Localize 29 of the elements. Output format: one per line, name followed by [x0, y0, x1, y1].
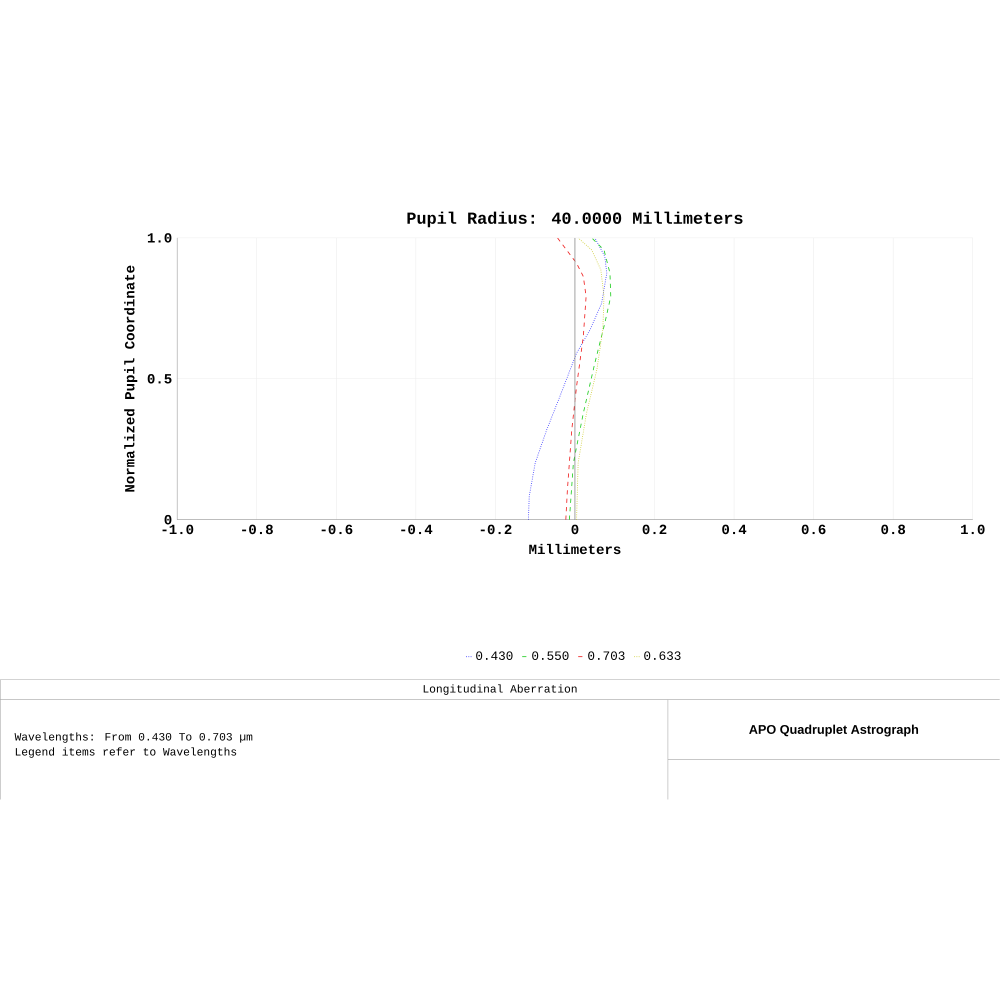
legend-label: 0.633 — [644, 651, 681, 660]
y-tick-label: 0.5 — [148, 374, 172, 384]
x-tick-label: 0.6 — [802, 524, 826, 534]
x-tick-label: -0.4 — [401, 524, 432, 534]
x-tick-label: 0.4 — [722, 524, 746, 534]
x-tick-label: -0.8 — [242, 524, 273, 534]
y-tick-label: 1.0 — [148, 232, 172, 242]
text: Legend items refer to Wavelengths — [16, 747, 236, 758]
text: Longitudinal Aberration — [424, 684, 577, 695]
x-tick-label: -1.0 — [162, 524, 194, 534]
line-series — [568, 238, 612, 520]
x-axis-title: Millimeters — [529, 544, 620, 554]
y-tick-label: 0 — [164, 514, 172, 524]
legend-label: 0.703 — [588, 651, 625, 660]
line-series — [528, 238, 608, 520]
x-tick-label: -0.2 — [480, 524, 512, 534]
x-tick-label: -0.6 — [322, 524, 352, 534]
x-tick-label: 1.0 — [961, 524, 985, 534]
line-series — [576, 238, 604, 520]
legend-label: 0.430 — [476, 651, 513, 660]
line-series — [557, 238, 587, 520]
x-tick-label: 0 — [572, 524, 578, 534]
text: Wavelengths: From 0.430 To 0.703 µm — [14, 732, 252, 743]
x-tick-label: 0.2 — [642, 524, 666, 534]
legend-label: 0.550 — [532, 651, 569, 660]
chart-title: Pupil Radius: 40.0000 Millimeters — [407, 211, 742, 228]
y-axis-title: Normalized Pupil Coordinate — [124, 265, 138, 492]
x-tick-label: 0.8 — [881, 524, 906, 534]
text: APO Quadruplet Astrograph — [749, 724, 918, 736]
